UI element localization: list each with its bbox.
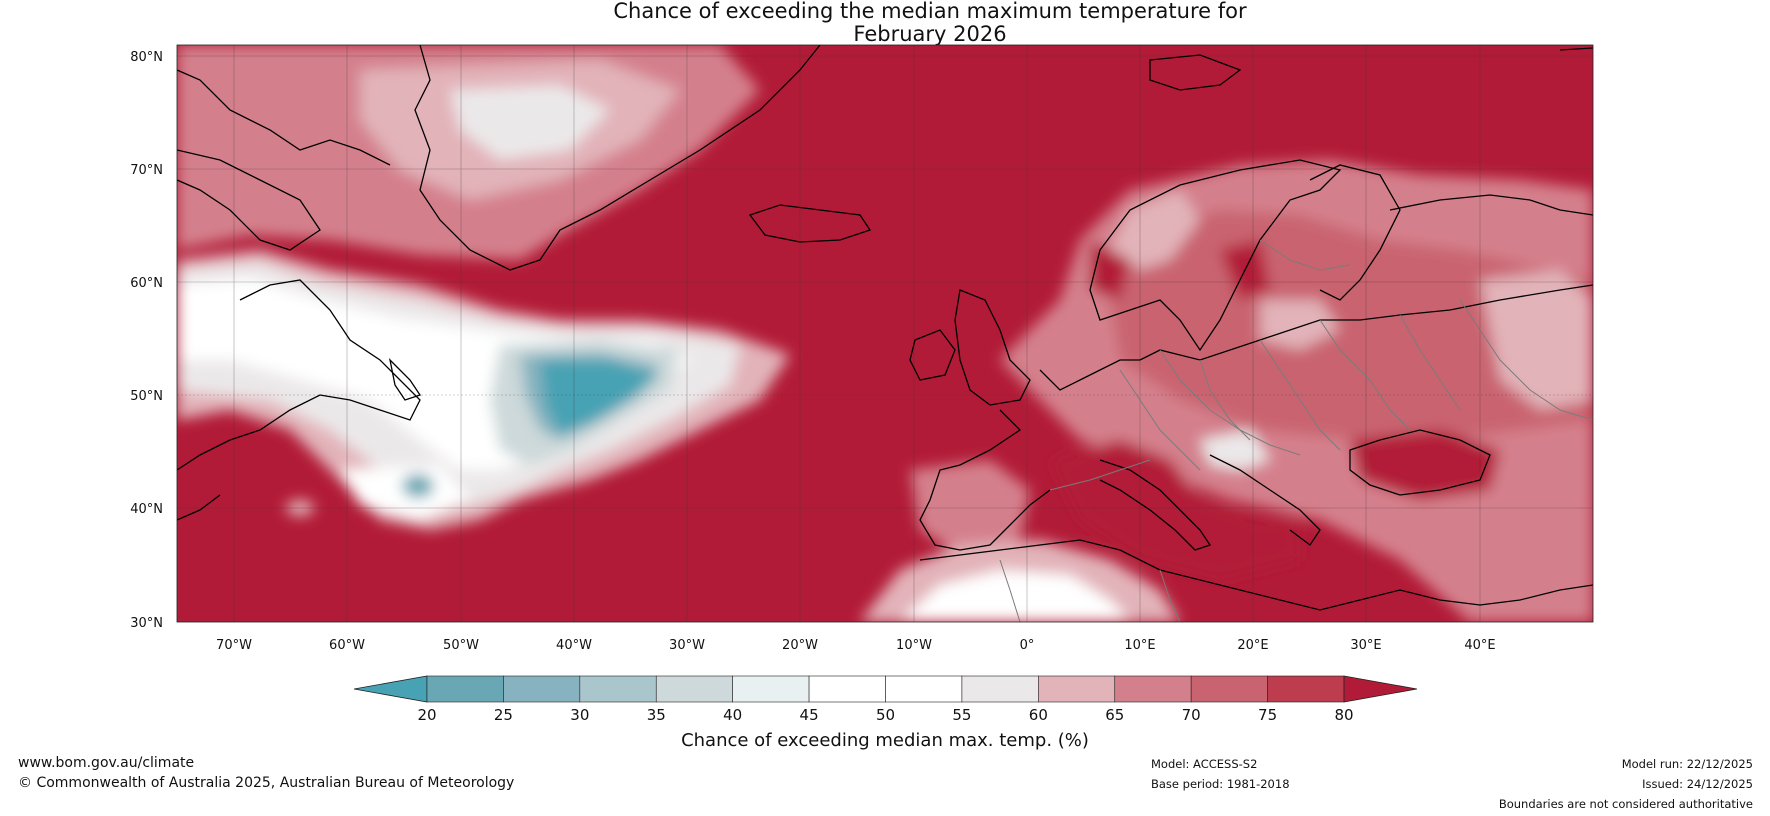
probability-field <box>177 45 1593 622</box>
colorbar-segment-35-40 <box>655 675 733 703</box>
colorbar-tick-80: 80 <box>1334 706 1353 724</box>
footer-base-period: Base period: 1981-2018 <box>1151 777 1290 791</box>
coastlines <box>177 45 1593 611</box>
colorbar-segment-30-35 <box>579 675 657 703</box>
title-line-1: Chance of exceeding the median maximum t… <box>613 0 1247 23</box>
colorbar-segment-70-75 <box>1190 675 1268 703</box>
footer-copyright: © Commonwealth of Australia 2025, Austra… <box>18 775 515 791</box>
lat-label-60: 60°N <box>130 276 163 291</box>
colorbar-segment-25-30 <box>503 675 581 703</box>
colorbar-tick-50: 50 <box>876 706 895 724</box>
colorbar-tick-70: 70 <box>1182 706 1201 724</box>
colorbar-tick-labels: 20 25 30 35 40 45 50 55 60 65 70 75 80 <box>417 706 1353 724</box>
lon-label-30w: 30°W <box>669 638 705 653</box>
map-title: Chance of exceeding the median maximum t… <box>0 0 1770 46</box>
colorbar-extend-high <box>1343 675 1418 703</box>
colorbar-tick-20: 20 <box>417 706 436 724</box>
lon-label-20w: 20°W <box>782 638 818 653</box>
map-frame <box>176 44 1594 623</box>
lon-label-0: 0° <box>1020 638 1035 653</box>
colorbar-segment-75-80 <box>1267 675 1345 703</box>
lon-label-70w: 70°W <box>216 638 252 653</box>
country-borders <box>999 239 1593 622</box>
colorbar-tick-25: 25 <box>494 706 513 724</box>
colorbar-tick-55: 55 <box>952 706 971 724</box>
colorbar-segment-50-55 <box>885 675 963 703</box>
colorbar-segment-65-70 <box>1114 675 1192 703</box>
footer-issued: Issued: 24/12/2025 <box>1642 777 1753 791</box>
footer-model: Model: ACCESS-S2 <box>1151 757 1258 771</box>
colorbar-segment-60-65 <box>1038 675 1116 703</box>
colorbar-segment-20-25 <box>426 675 504 703</box>
lat-label-30: 30°N <box>130 616 163 631</box>
colorbar-tick-45: 45 <box>800 706 819 724</box>
lat-label-70: 70°N <box>130 163 163 178</box>
colorbar-tick-35: 35 <box>647 706 666 724</box>
lat-label-50: 50°N <box>130 389 163 404</box>
lon-label-40e: 40°E <box>1464 638 1495 653</box>
colorbar-label: Chance of exceeding median max. temp. (%… <box>681 730 1089 751</box>
colorbar-segment-55-60 <box>961 675 1039 703</box>
colorbar-extend-low <box>353 675 428 703</box>
footer-website: www.bom.gov.au/climate <box>18 755 195 771</box>
lon-label-10w: 10°W <box>896 638 932 653</box>
lat-label-40: 40°N <box>130 502 163 517</box>
lon-label-40w: 40°W <box>556 638 592 653</box>
colorbar: 20 25 30 35 40 45 50 55 60 65 70 75 80 <box>353 675 1418 724</box>
colorbar-tick-40: 40 <box>723 706 742 724</box>
footer-model-run: Model run: 22/12/2025 <box>1621 757 1753 771</box>
lon-label-30e: 30°E <box>1350 638 1381 653</box>
colorbar-tick-30: 30 <box>570 706 589 724</box>
colorbar-segment-40-45 <box>732 675 810 703</box>
graticule <box>177 45 1593 622</box>
footer-disclaimer: Boundaries are not considered authoritat… <box>1498 797 1753 811</box>
lon-label-50w: 50°W <box>443 638 479 653</box>
lon-label-20e: 20°E <box>1237 638 1268 653</box>
colorbar-segment-45-50 <box>808 675 886 703</box>
colorbar-tick-60: 60 <box>1029 706 1048 724</box>
longitude-labels: 70°W 60°W 50°W 40°W 30°W 20°W 10°W 0° 10… <box>216 638 1496 653</box>
title-line-2: February 2026 <box>853 22 1007 46</box>
lon-label-10e: 10°E <box>1124 638 1155 653</box>
colorbar-segments <box>426 675 1345 703</box>
colorbar-tick-65: 65 <box>1105 706 1124 724</box>
lon-label-60w: 60°W <box>329 638 365 653</box>
lat-label-80: 80°N <box>130 50 163 65</box>
latitude-labels: 80°N 70°N 60°N 50°N 40°N 30°N <box>130 50 163 631</box>
colorbar-tick-75: 75 <box>1258 706 1277 724</box>
